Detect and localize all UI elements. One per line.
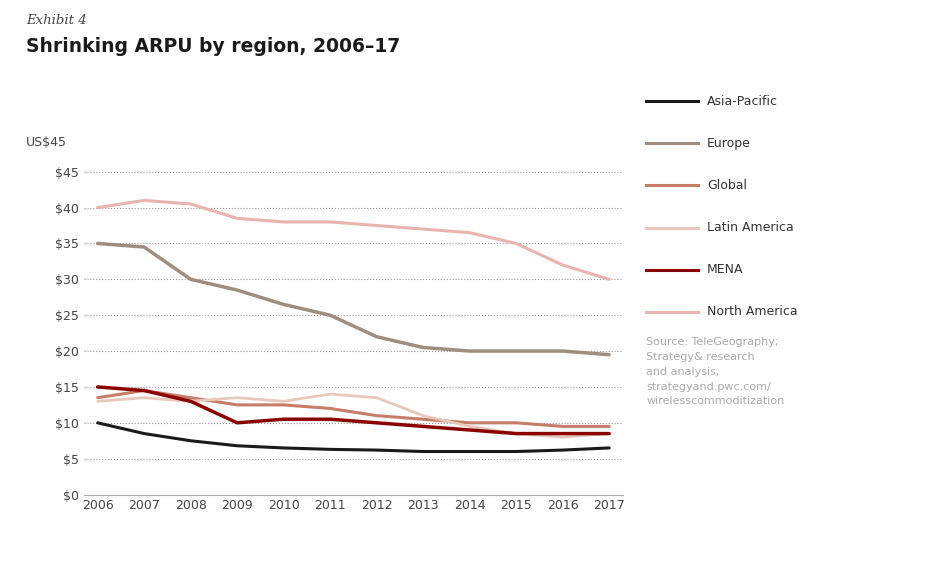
- Asia-Pacific: [232, 442, 243, 449]
- North America: [604, 276, 615, 283]
- Europe: [278, 301, 289, 308]
- Text: Exhibit 4: Exhibit 4: [26, 14, 86, 27]
- Asia-Pacific: [92, 419, 103, 426]
- Latin America: [464, 423, 475, 430]
- North America: [511, 240, 522, 247]
- Latin America: [139, 395, 150, 401]
- Europe: [418, 344, 429, 351]
- North America: [371, 222, 382, 229]
- Global: [418, 416, 429, 423]
- Asia-Pacific: [185, 437, 196, 444]
- MENA: [604, 430, 615, 437]
- Latin America: [557, 434, 568, 441]
- North America: [325, 219, 336, 225]
- Text: Shrinking ARPU by region, 2006–17: Shrinking ARPU by region, 2006–17: [26, 37, 400, 56]
- Asia-Pacific: [557, 447, 568, 454]
- Asia-Pacific: [418, 448, 429, 455]
- Global: [557, 423, 568, 430]
- MENA: [325, 416, 336, 423]
- Text: Global: Global: [707, 179, 747, 192]
- MENA: [511, 430, 522, 437]
- North America: [464, 229, 475, 236]
- Global: [511, 419, 522, 426]
- Europe: [232, 287, 243, 293]
- Latin America: [604, 430, 615, 437]
- Line: Global: Global: [98, 391, 609, 427]
- Asia-Pacific: [139, 430, 150, 437]
- Asia-Pacific: [325, 446, 336, 453]
- Europe: [325, 312, 336, 319]
- Europe: [604, 351, 615, 358]
- Latin America: [92, 398, 103, 405]
- Line: MENA: MENA: [98, 387, 609, 433]
- MENA: [139, 387, 150, 394]
- North America: [185, 201, 196, 207]
- Line: Asia-Pacific: Asia-Pacific: [98, 423, 609, 451]
- Europe: [92, 240, 103, 247]
- Global: [185, 395, 196, 401]
- Line: Europe: Europe: [98, 243, 609, 355]
- Europe: [464, 348, 475, 355]
- Latin America: [325, 391, 336, 397]
- Global: [464, 419, 475, 426]
- MENA: [464, 427, 475, 433]
- Europe: [557, 348, 568, 355]
- Europe: [185, 276, 196, 283]
- MENA: [278, 416, 289, 423]
- Asia-Pacific: [604, 445, 615, 451]
- Global: [139, 387, 150, 394]
- Text: MENA: MENA: [707, 263, 743, 277]
- Latin America: [511, 430, 522, 437]
- Asia-Pacific: [278, 445, 289, 451]
- Text: North America: North America: [707, 305, 797, 319]
- Global: [278, 401, 289, 408]
- Global: [232, 401, 243, 408]
- Text: Europe: Europe: [707, 137, 751, 150]
- MENA: [185, 398, 196, 405]
- Latin America: [185, 398, 196, 405]
- MENA: [92, 384, 103, 391]
- MENA: [418, 423, 429, 430]
- Latin America: [371, 395, 382, 401]
- Europe: [511, 348, 522, 355]
- MENA: [232, 419, 243, 426]
- Latin America: [418, 413, 429, 419]
- North America: [278, 219, 289, 225]
- Text: Asia-Pacific: Asia-Pacific: [707, 94, 777, 108]
- North America: [92, 204, 103, 211]
- MENA: [557, 430, 568, 437]
- Asia-Pacific: [464, 448, 475, 455]
- MENA: [371, 419, 382, 426]
- Line: North America: North America: [98, 201, 609, 279]
- North America: [418, 226, 429, 233]
- Asia-Pacific: [511, 448, 522, 455]
- Global: [371, 413, 382, 419]
- North America: [557, 261, 568, 268]
- Europe: [139, 244, 150, 251]
- Text: Latin America: Latin America: [707, 221, 793, 234]
- North America: [139, 197, 150, 204]
- Global: [604, 423, 615, 430]
- Latin America: [232, 395, 243, 401]
- Text: Source: TeleGeography;
Strategy& research
and analysis,
strategyand.pwc.com/
wir: Source: TeleGeography; Strategy& researc…: [646, 337, 785, 406]
- Asia-Pacific: [371, 447, 382, 454]
- North America: [232, 215, 243, 222]
- Latin America: [278, 398, 289, 405]
- Europe: [371, 333, 382, 340]
- Line: Latin America: Latin America: [98, 394, 609, 437]
- Global: [325, 405, 336, 412]
- Text: US$45: US$45: [26, 136, 67, 149]
- Global: [92, 395, 103, 401]
